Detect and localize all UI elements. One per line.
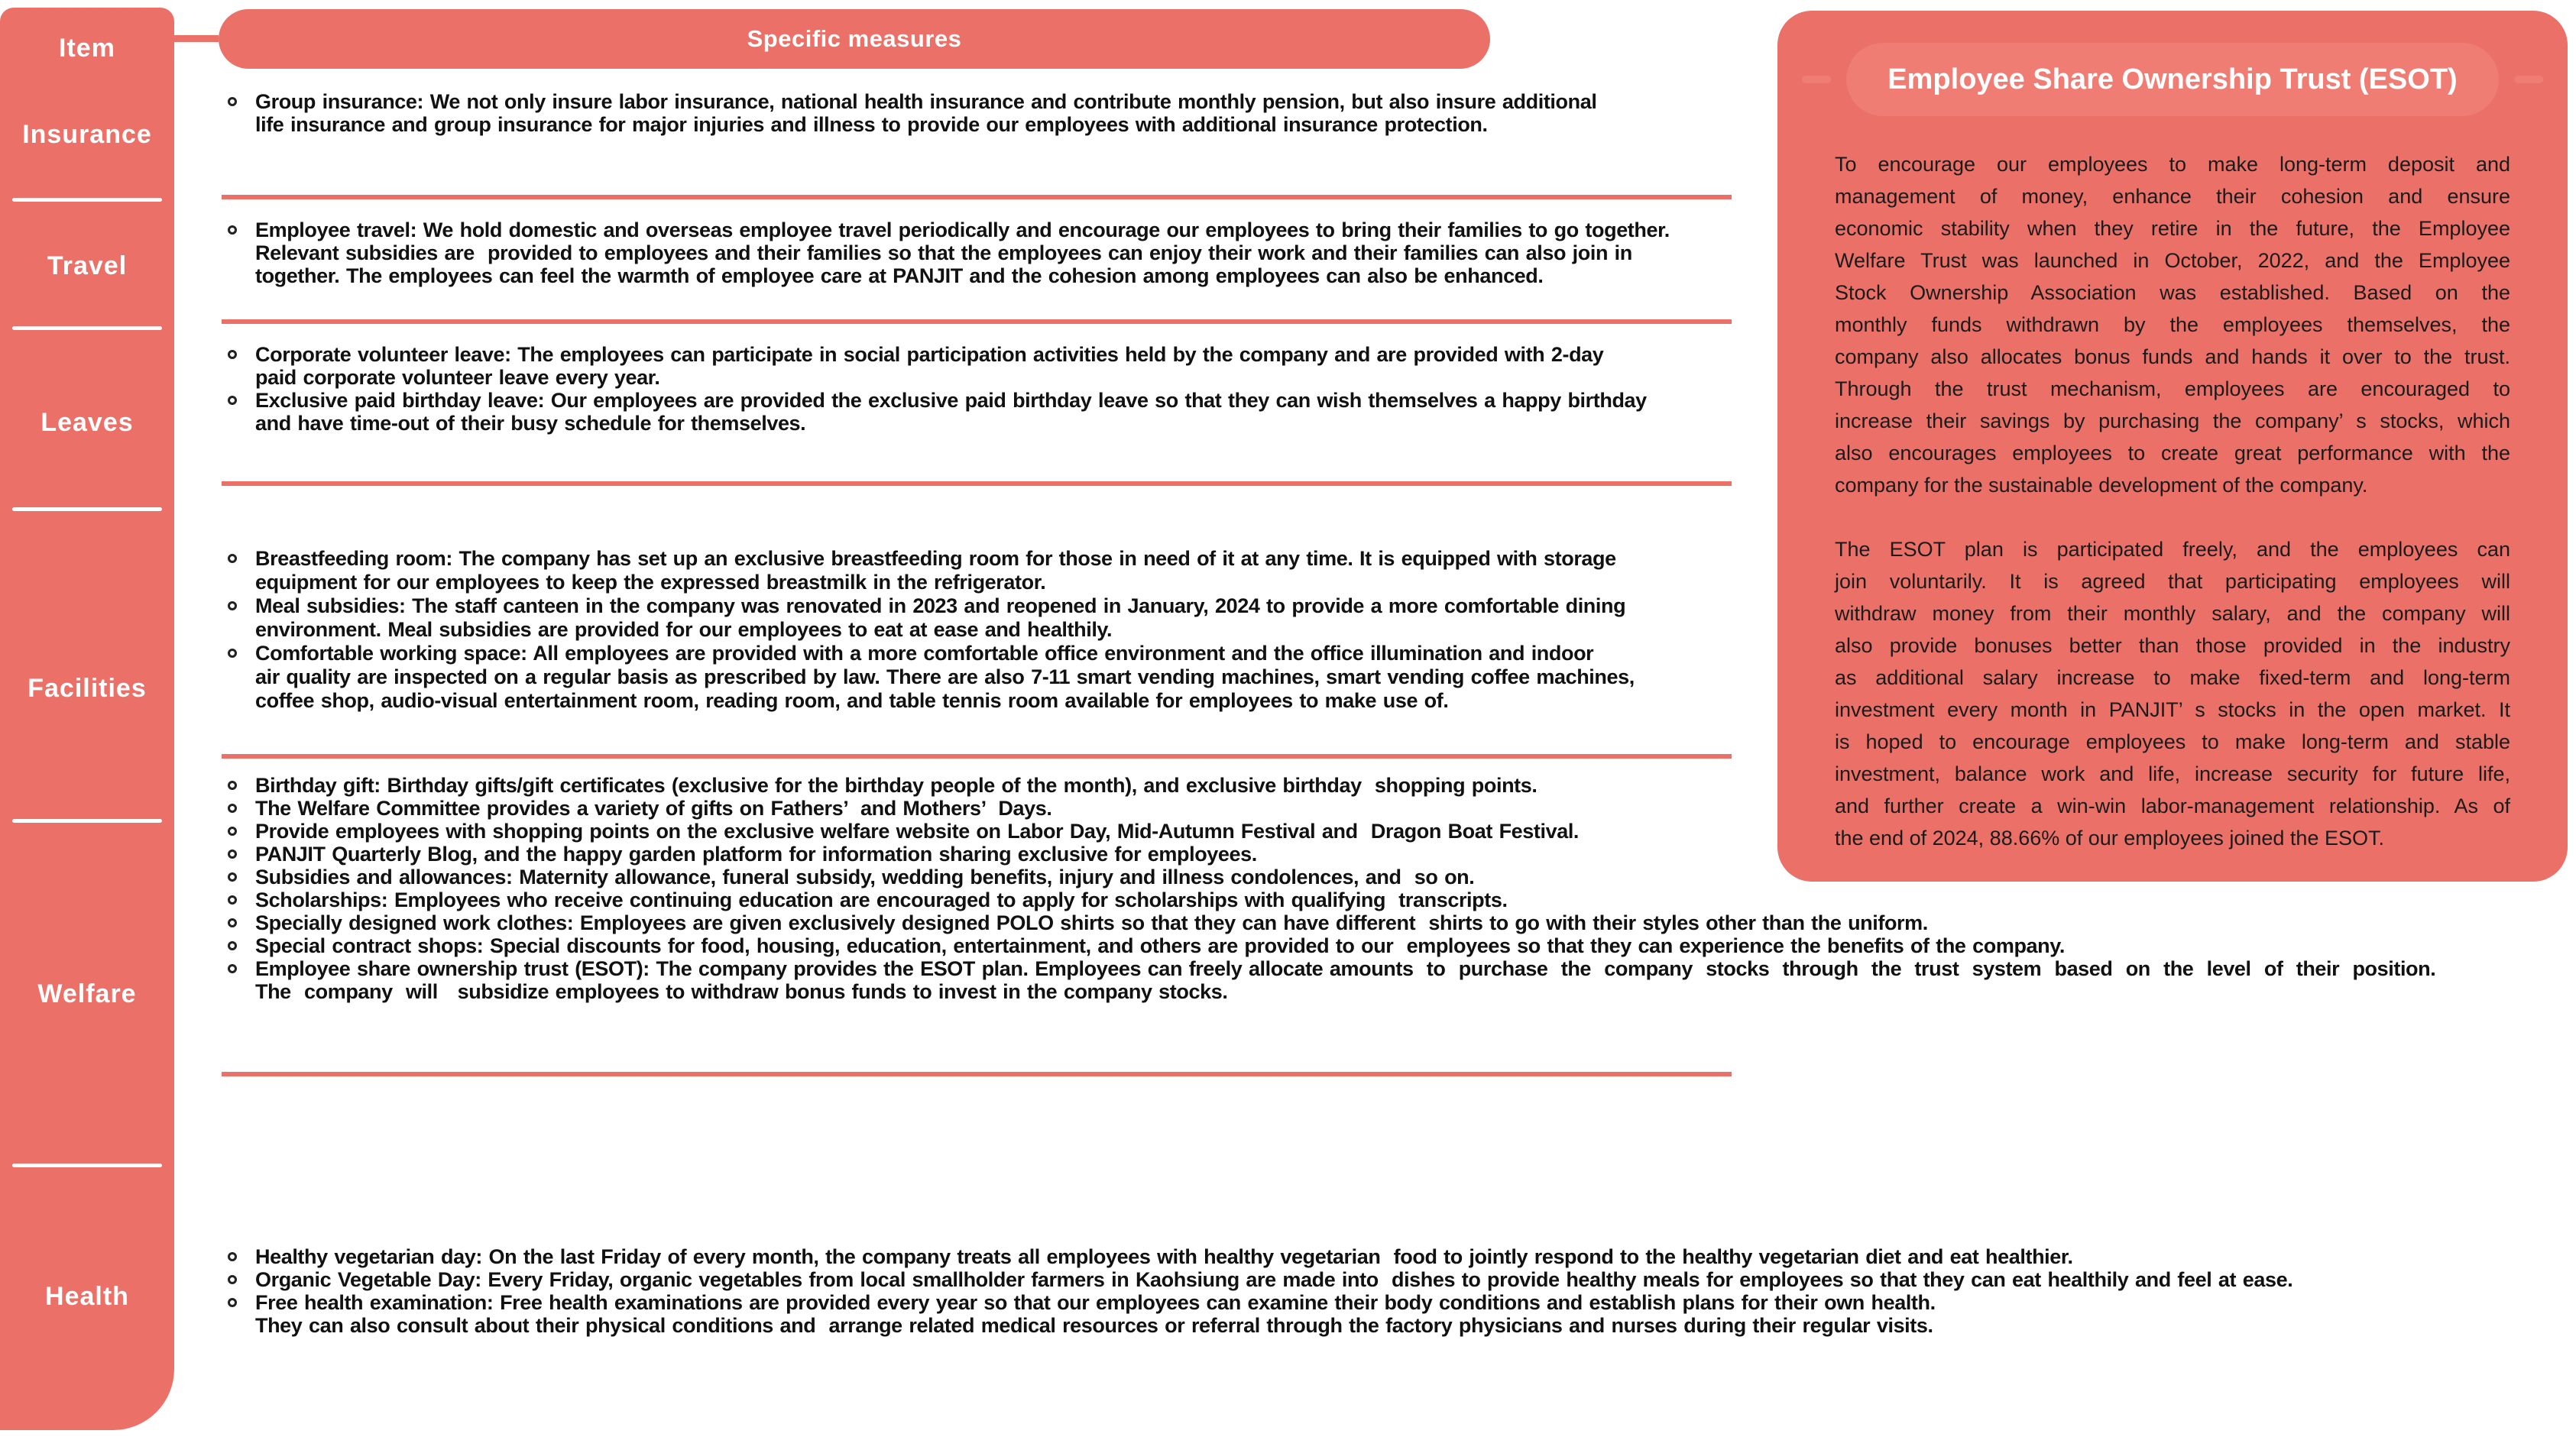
esot-title-pill: Employee Share Ownership Trust (ESOT) xyxy=(1802,43,2543,116)
esot-panel: Employee Share Ownership Trust (ESOT) To… xyxy=(1777,11,2568,882)
section-divider xyxy=(222,754,1732,759)
bullet-line: Healthy vegetarian day: On the last Frid… xyxy=(222,1245,2292,1268)
esot-text-line: monthly funds withdrawn by the employees… xyxy=(1835,313,2510,336)
esot-text-line: increase their savings by purchasing the… xyxy=(1835,409,2510,432)
esot-text-line: as additional salary increase to make fi… xyxy=(1835,666,2510,689)
bullet-line: Provide employees with shopping points o… xyxy=(222,820,2435,843)
sidebar-item-facilities: Facilities xyxy=(28,674,147,703)
bullet-line: Breastfeeding room: The company has set … xyxy=(222,547,1635,571)
esot-text-line: management of money, enhance their cohes… xyxy=(1835,185,2510,208)
section-divider xyxy=(222,319,1732,324)
esot-text-line: Stock Ownership Association was establis… xyxy=(1835,281,2510,304)
continuation-line: Relevant subsidies are provided to emplo… xyxy=(255,241,1632,264)
esot-text-line: Through the trust mechanism, employees a… xyxy=(1835,377,2510,400)
esot-paragraph: The ESOT plan is participated freely, an… xyxy=(1835,533,2510,854)
esot-text-line: join voluntarily. It is agreed that part… xyxy=(1835,570,2510,593)
section-divider xyxy=(222,1072,1732,1076)
sidebar-divider xyxy=(12,1164,162,1167)
specific-measures-header: Specific measures xyxy=(219,9,1490,69)
continuation-line: equipment for our employees to keep the … xyxy=(255,571,1046,594)
continuation-line: They can also consult about their physic… xyxy=(255,1314,1933,1337)
sidebar-header-item: Item xyxy=(59,34,115,63)
esot-body: To encourage our employees to make long-… xyxy=(1835,148,2510,886)
esot-text-line: investment, balance work and life, incre… xyxy=(1835,762,2510,785)
bullet-line: Subsidies and allowances: Maternity allo… xyxy=(222,866,2435,888)
bullet-line: The Welfare Committee provides a variety… xyxy=(222,797,2435,820)
section-health: Healthy vegetarian day: On the last Frid… xyxy=(222,1245,2293,1337)
sidebar-divider xyxy=(12,507,162,511)
esot-text-line: also provide bonuses better than those p… xyxy=(1835,634,2510,657)
bullet-line: Special contract shops: Special discount… xyxy=(222,934,2435,957)
bullet-line: Specially designed work clothes: Employe… xyxy=(222,911,2435,934)
bullet-line: Group insurance: We not only insure labo… xyxy=(222,90,1597,113)
esot-text-line: company for the sustainable development … xyxy=(1835,474,2368,497)
sidebar-item-travel: Travel xyxy=(47,251,128,280)
sidebar-divider xyxy=(12,198,162,202)
esot-text-line: company also allocates bonus funds and h… xyxy=(1835,345,2510,368)
esot-text-line: and further create a win-win labor-manag… xyxy=(1835,795,2510,817)
bullet-line: Free health examination: Free health exa… xyxy=(222,1291,2292,1314)
esot-text-line: investment every month in PANJIT’ s stoc… xyxy=(1835,698,2510,721)
sidebar-item-insurance: Insurance xyxy=(22,120,152,149)
continuation-line: paid corporate volunteer leave every yea… xyxy=(255,366,660,389)
sidebar-item-health: Health xyxy=(45,1282,129,1311)
bullet-line: Meal subsidies: The staff canteen in the… xyxy=(222,594,1635,618)
sidebar: Item Insurance Travel Leaves Facilities Welf… xyxy=(0,8,174,1430)
item-measures-connector xyxy=(174,35,219,42)
sidebar-item-welfare: Welfare xyxy=(37,979,137,1008)
section-welfare: Birthday gift: Birthday gifts/gift certi… xyxy=(222,774,2436,1003)
continuation-line: coffee shop, audio-visual entertainment … xyxy=(255,689,1449,712)
sidebar-divider xyxy=(12,326,162,330)
bullet-line: Birthday gift: Birthday gifts/gift certi… xyxy=(222,774,2435,797)
esot-text-line: withdraw money from their monthly salary… xyxy=(1835,602,2510,625)
bullet-line: Corporate volunteer leave: The employees… xyxy=(222,343,1647,366)
esot-text-line: economic stability when they retire in t… xyxy=(1835,217,2510,240)
continuation-line: life insurance and group insurance for m… xyxy=(255,113,1488,136)
esot-text-line: the end of 2024, 88.66% of our employees… xyxy=(1835,827,2384,850)
esot-text-line: is hoped to encourage employees to make … xyxy=(1835,730,2510,753)
section-leaves: Corporate volunteer leave: The employees… xyxy=(222,343,1647,435)
sidebar-item-leaves: Leaves xyxy=(41,408,134,437)
esot-text-line: To encourage our employees to make long-… xyxy=(1835,153,2510,176)
bullet-line: Scholarships: Employees who receive cont… xyxy=(222,888,2435,911)
esot-text-line: also encourages employees to create grea… xyxy=(1835,442,2510,464)
section-divider xyxy=(222,481,1732,486)
continuation-line: and have time-out of their busy schedule… xyxy=(255,412,806,435)
sidebar-divider xyxy=(12,819,162,823)
section-insurance: Group insurance: We not only insure labo… xyxy=(222,90,1597,136)
section-divider xyxy=(222,195,1732,199)
bullet-line: Organic Vegetable Day: Every Friday, org… xyxy=(222,1268,2293,1291)
bullet-line: Comfortable working space: All employees… xyxy=(222,642,1635,665)
bullet-line: Exclusive paid birthday leave: Our emplo… xyxy=(222,389,1647,412)
bullet-line: Employee share ownership trust (ESOT): T… xyxy=(222,957,2436,980)
section-travel: Employee travel: We hold domestic and ov… xyxy=(222,218,1670,287)
esot-text-line: Welfare Trust was launched in October, 2… xyxy=(1835,249,2510,272)
esot-text-line: The ESOT plan is participated freely, an… xyxy=(1835,538,2510,561)
esot-title: Employee Share Ownership Trust (ESOT) xyxy=(1887,63,2458,95)
continuation-line: environment. Meal subsidies are provided… xyxy=(255,618,1113,641)
esot-paragraph: To encourage our employees to make long-… xyxy=(1835,148,2510,501)
continuation-line: air quality are inspected on a regular b… xyxy=(255,665,1635,688)
specific-measures-label: Specific measures xyxy=(747,25,962,52)
bullet-line: PANJIT Quarterly Blog, and the happy gar… xyxy=(222,843,2435,866)
section-facilities: Breastfeeding room: The company has set … xyxy=(222,547,1635,713)
bullet-line: Employee travel: We hold domestic and ov… xyxy=(222,218,1670,241)
continuation-line: The company will subsidize employees to … xyxy=(255,980,1228,1003)
continuation-line: together. The employees can feel the war… xyxy=(255,264,1544,287)
